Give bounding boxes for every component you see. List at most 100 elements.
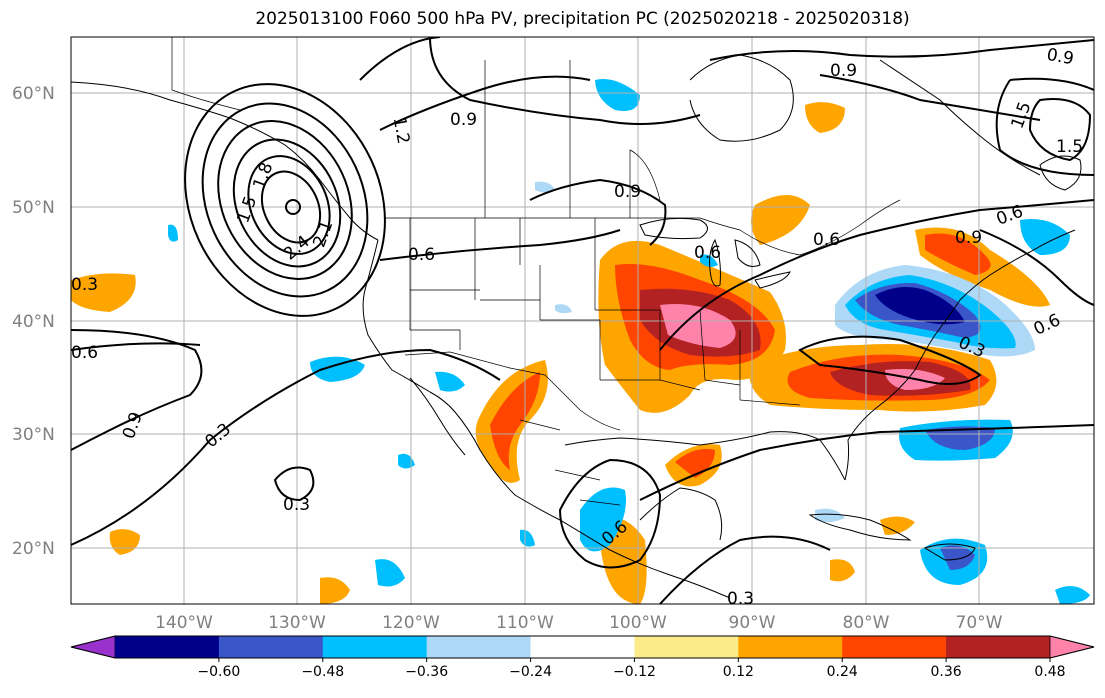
contour-label: 1.2 [389,115,413,145]
coast-gulf [564,431,846,481]
contour-label: 0.3 [727,589,754,609]
pv-contour-1p5-ne [1028,98,1092,162]
colorbar-tick-label: −0.48 [301,664,344,680]
border-states-2 [599,309,801,406]
map-title: 2025013100 F060 500 hPa PV, precipitatio… [255,9,910,29]
positive-region-caribbean2 [830,559,855,582]
latitude-labels: 60°N 50°N 40°N 30°N 20°N [12,84,55,559]
contour-label: 1.5 [1056,137,1083,157]
negative-region-misc2 [555,304,572,314]
pv-contour-0p6-west [71,342,201,351]
pv-contour-high-6 [260,170,322,244]
colorbar-tick-label: −0.24 [509,664,552,680]
coast-newfoundland [1039,155,1082,191]
contour-label: 0.9 [614,182,641,202]
positive-region-hudson [805,102,845,133]
coast-baja [409,377,466,456]
negative-region-quebec [595,79,640,111]
contour-label: 0.6 [71,343,98,363]
lon-label: 70°W [956,613,1003,633]
longitude-labels: 140°W 130°W 120°W 110°W 100°W 90°W 80°W … [155,613,1003,633]
pv-contour-0p9-center [529,178,667,246]
colorbar-tick-label: 0.12 [723,664,754,680]
map-frame [70,36,1095,605]
positive-region-mex-south [320,577,350,604]
colorbar-outline [70,635,1095,659]
lon-label: 80°W [843,613,890,633]
border-us-canada [385,199,901,256]
lon-label: 90°W [729,613,776,633]
coastlines [71,54,1082,599]
border-alaska-canada [171,37,241,111]
pv-contour-high-2 [201,102,369,298]
lat-label: 20°N [12,539,55,559]
negative-region-misc4 [520,529,535,547]
contour-label: 0.6 [408,245,435,265]
lat-label: 60°N [12,84,55,104]
negative-core3-eastcoast [875,286,965,325]
colorbar-swatch [738,636,843,658]
colorbar: −0.60 −0.48 −0.36 −0.24 −0.12 0.12 0.24 0.36 0.4… [70,635,1095,680]
colorbar-swatch [322,636,428,658]
colorbar-swatch [115,636,220,658]
pv-contour-0p3-south [639,424,1094,501]
coast-greatlakes-michigan [709,238,721,287]
contour-label: 0.3 [283,495,310,515]
pv-contours [71,37,1094,604]
colorbar-swatch [530,636,635,658]
border-us-mexico [404,351,621,431]
contour-label: 0.6 [813,230,840,250]
border-mexico-states [519,419,621,506]
border-canada-prov [484,60,661,218]
lon-label: 130°W [268,613,326,633]
contour-label: 0.9 [830,61,857,81]
coast-east [844,229,1076,481]
colorbar-tick-label: −0.36 [405,664,448,680]
pv-contour-0p3-west [71,348,501,546]
colorbar-swatch [634,636,739,658]
negative-region-bc [168,224,178,242]
pv-contour-1p0-ne [995,77,1094,176]
colorbar-swatch [426,636,532,658]
negative-region-socal [310,356,365,382]
border-states-1 [409,218,660,350]
colorbar-tick-label: 0.48 [1034,664,1065,680]
pv-contour-north-america [429,37,701,125]
negative-region-misc3 [700,254,718,267]
borders [171,37,901,506]
coast-greatlakes-superior [639,217,708,240]
contour-label: 0.6 [694,243,721,263]
pv-contour-0p6-mid [379,229,621,261]
coast-greatlakes-huron [734,239,761,267]
pv-contour-0p3-east [798,335,982,385]
negative-core-caribbean [940,545,975,570]
negative-region-baja [435,371,465,392]
negative-region-gulf-cal [580,487,626,552]
lon-label: 110°W [496,613,554,633]
pv-contour-high-3 [217,120,353,280]
positive-core-mexico [490,372,540,470]
lon-label: 120°W [382,613,440,633]
map-content [71,37,1094,604]
pv-contour-high-5 [247,155,331,255]
colorbar-swatch [218,636,324,658]
lat-label: 30°N [12,425,55,445]
colorbar-extend-low [70,635,116,659]
positive-peak-midwest [660,304,736,348]
pv-contour-0p9-top [379,75,591,131]
pv-contour-0p3-small [273,466,315,502]
pv-contour-high-7 [285,199,301,215]
lat-label: 50°N [12,198,55,218]
coast-cuba [808,513,912,541]
colorbar-swatch [946,636,1051,658]
negative-region-misc5 [1055,586,1090,604]
colorbar-tick-label: −0.60 [197,664,240,680]
positive-region-caribbean [880,516,915,535]
coast-greatlakes-erie [754,271,791,289]
colorbar-tick-label: 0.24 [827,664,858,680]
pv-contour-0p9-west [71,329,203,451]
colorbar-tick-label: 0.36 [931,664,962,680]
negative-core-atlantic [925,426,995,450]
coast-alaska [71,81,379,241]
